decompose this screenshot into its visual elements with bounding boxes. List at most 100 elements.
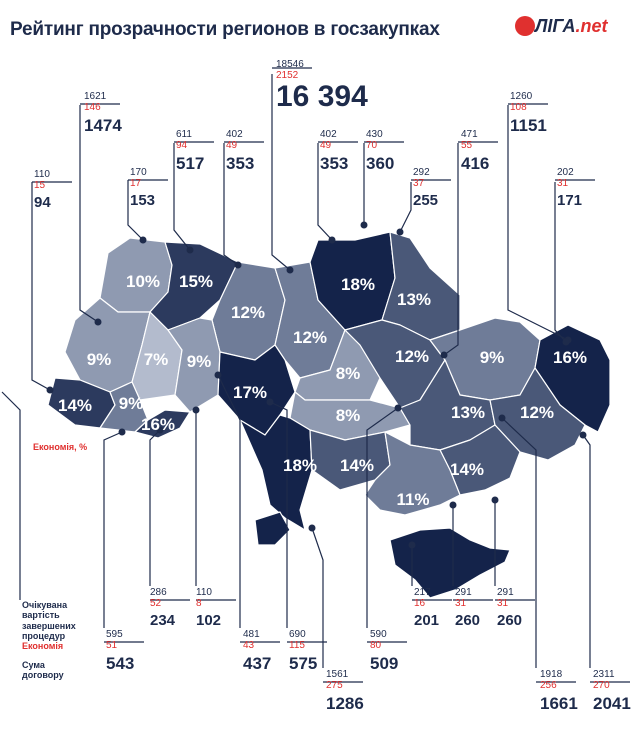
expected-value: 402	[320, 129, 337, 140]
legend-expected-3: завершених	[22, 620, 76, 631]
leader-dot	[139, 236, 147, 244]
region-odesa	[239, 414, 313, 531]
logo-suffix: .net	[575, 16, 608, 36]
region-callout: 110 8 102	[196, 588, 221, 629]
economy-value: 80	[370, 640, 382, 651]
contract-sum: 2041	[593, 694, 631, 713]
leader-dot	[491, 496, 499, 504]
leader-line	[399, 182, 412, 233]
leader-dot	[328, 236, 336, 244]
region-pct-label: 14%	[339, 456, 375, 475]
economy-value: 31	[455, 598, 467, 609]
economy-value: 70	[366, 140, 378, 151]
leader-dot	[449, 501, 457, 509]
expected-value: 402	[226, 129, 243, 140]
legend-expected-1: Очікувана	[22, 600, 68, 610]
page-title: Рейтинг прозрачности регионов в госзакуп…	[10, 19, 440, 40]
contract-sum: 1661	[540, 694, 578, 713]
leader-line	[443, 143, 459, 356]
expected-value: 202	[557, 167, 574, 178]
leader-line	[501, 417, 537, 668]
economy-value: 49	[226, 140, 238, 151]
leader-dot	[562, 338, 570, 346]
region-pct-label: 8%	[335, 406, 361, 425]
legend-sum-2: договору	[22, 670, 64, 681]
leader-line	[79, 105, 99, 323]
region-pct-label: 12%	[394, 347, 430, 366]
leader-line	[311, 527, 324, 668]
expected-value: 110	[34, 169, 50, 180]
region-callout: 1621 146 1474	[84, 92, 122, 135]
region-callout: 217 16 201	[414, 587, 440, 629]
leader-dot	[286, 266, 294, 274]
region-callout: 2311 270 2041	[593, 670, 631, 713]
contract-sum: 171	[557, 192, 583, 209]
contract-sum: 353	[320, 154, 349, 173]
contract-sum: 260	[455, 612, 481, 629]
leader-dot	[408, 541, 416, 549]
leader-line	[127, 180, 144, 241]
region-callout: 286 52 234	[150, 587, 175, 629]
contract-sum: 360	[366, 154, 395, 173]
leader-dot	[186, 246, 194, 254]
economy-value: 94	[176, 140, 188, 151]
contract-sum: 416	[461, 154, 490, 173]
contract-sum: 260	[497, 612, 523, 629]
region-callout: 170 17 153	[130, 168, 155, 209]
leader-line	[582, 434, 591, 668]
region-chernivtsi	[134, 409, 191, 439]
region-pct-label: 7%	[143, 350, 169, 369]
leader-dot	[396, 228, 404, 236]
region-pct-label: 13%	[396, 290, 432, 309]
region-pct-label: 15%	[178, 272, 214, 291]
region-pct-label: 14%	[57, 396, 93, 415]
expected-value: 430	[366, 129, 383, 140]
expected-value: 292	[413, 167, 430, 178]
region-pct-label: 10%	[125, 272, 161, 291]
leader-line	[271, 74, 291, 271]
region-callout: 202 31 171	[557, 167, 583, 209]
liga-logo[interactable]: ЛIГА.net	[515, 14, 635, 44]
contract-sum: 353	[226, 154, 255, 173]
contract-sum: 1286	[326, 694, 364, 713]
leader-line	[507, 105, 569, 341]
contract-sum: 575	[289, 654, 318, 673]
expected-value: 217	[414, 587, 431, 598]
region-callout: 590 80 509	[370, 630, 399, 673]
region-pct-label: 12%	[230, 303, 266, 322]
economy-value: 52	[150, 598, 162, 609]
region-callout: 430 70 360	[366, 129, 395, 173]
leader-line	[317, 143, 333, 241]
region-pct-label: 9%	[186, 352, 212, 371]
region-pct-label: 9%	[479, 348, 505, 367]
region-callout: 18546 2152 16 394	[276, 60, 368, 112]
economy-value: 43	[243, 640, 255, 651]
contract-sum: 94	[34, 194, 51, 211]
leader-dot	[94, 318, 102, 326]
expected-value: 1561	[326, 669, 349, 680]
legend-leader	[1, 391, 21, 600]
leader-line	[269, 401, 288, 628]
expected-value: 595	[106, 629, 123, 640]
legend: Очікувана вартість завершених процедур Е…	[22, 600, 76, 680]
economy-value: 31	[557, 178, 569, 189]
contract-sum: 543	[106, 654, 135, 673]
economy-value: 256	[540, 680, 557, 691]
leader-line	[103, 431, 123, 628]
legend-expected-4: процедур	[22, 631, 66, 642]
expected-value: 481	[243, 629, 260, 640]
economy-value: 108	[510, 102, 527, 113]
region-callout: 481 43 437	[243, 629, 271, 673]
contract-sum: 201	[414, 612, 440, 629]
economy-value: 270	[593, 680, 610, 691]
expected-value: 471	[461, 129, 478, 140]
legend-expected-2: вартість	[22, 610, 60, 621]
leader-line	[217, 374, 241, 628]
legend-sum-1: Сума	[22, 659, 45, 670]
leader-dot	[498, 414, 506, 422]
expected-value: 291	[455, 587, 472, 598]
leader-dot	[214, 371, 222, 379]
contract-sum: 509	[370, 654, 399, 673]
expected-value: 286	[150, 587, 167, 598]
